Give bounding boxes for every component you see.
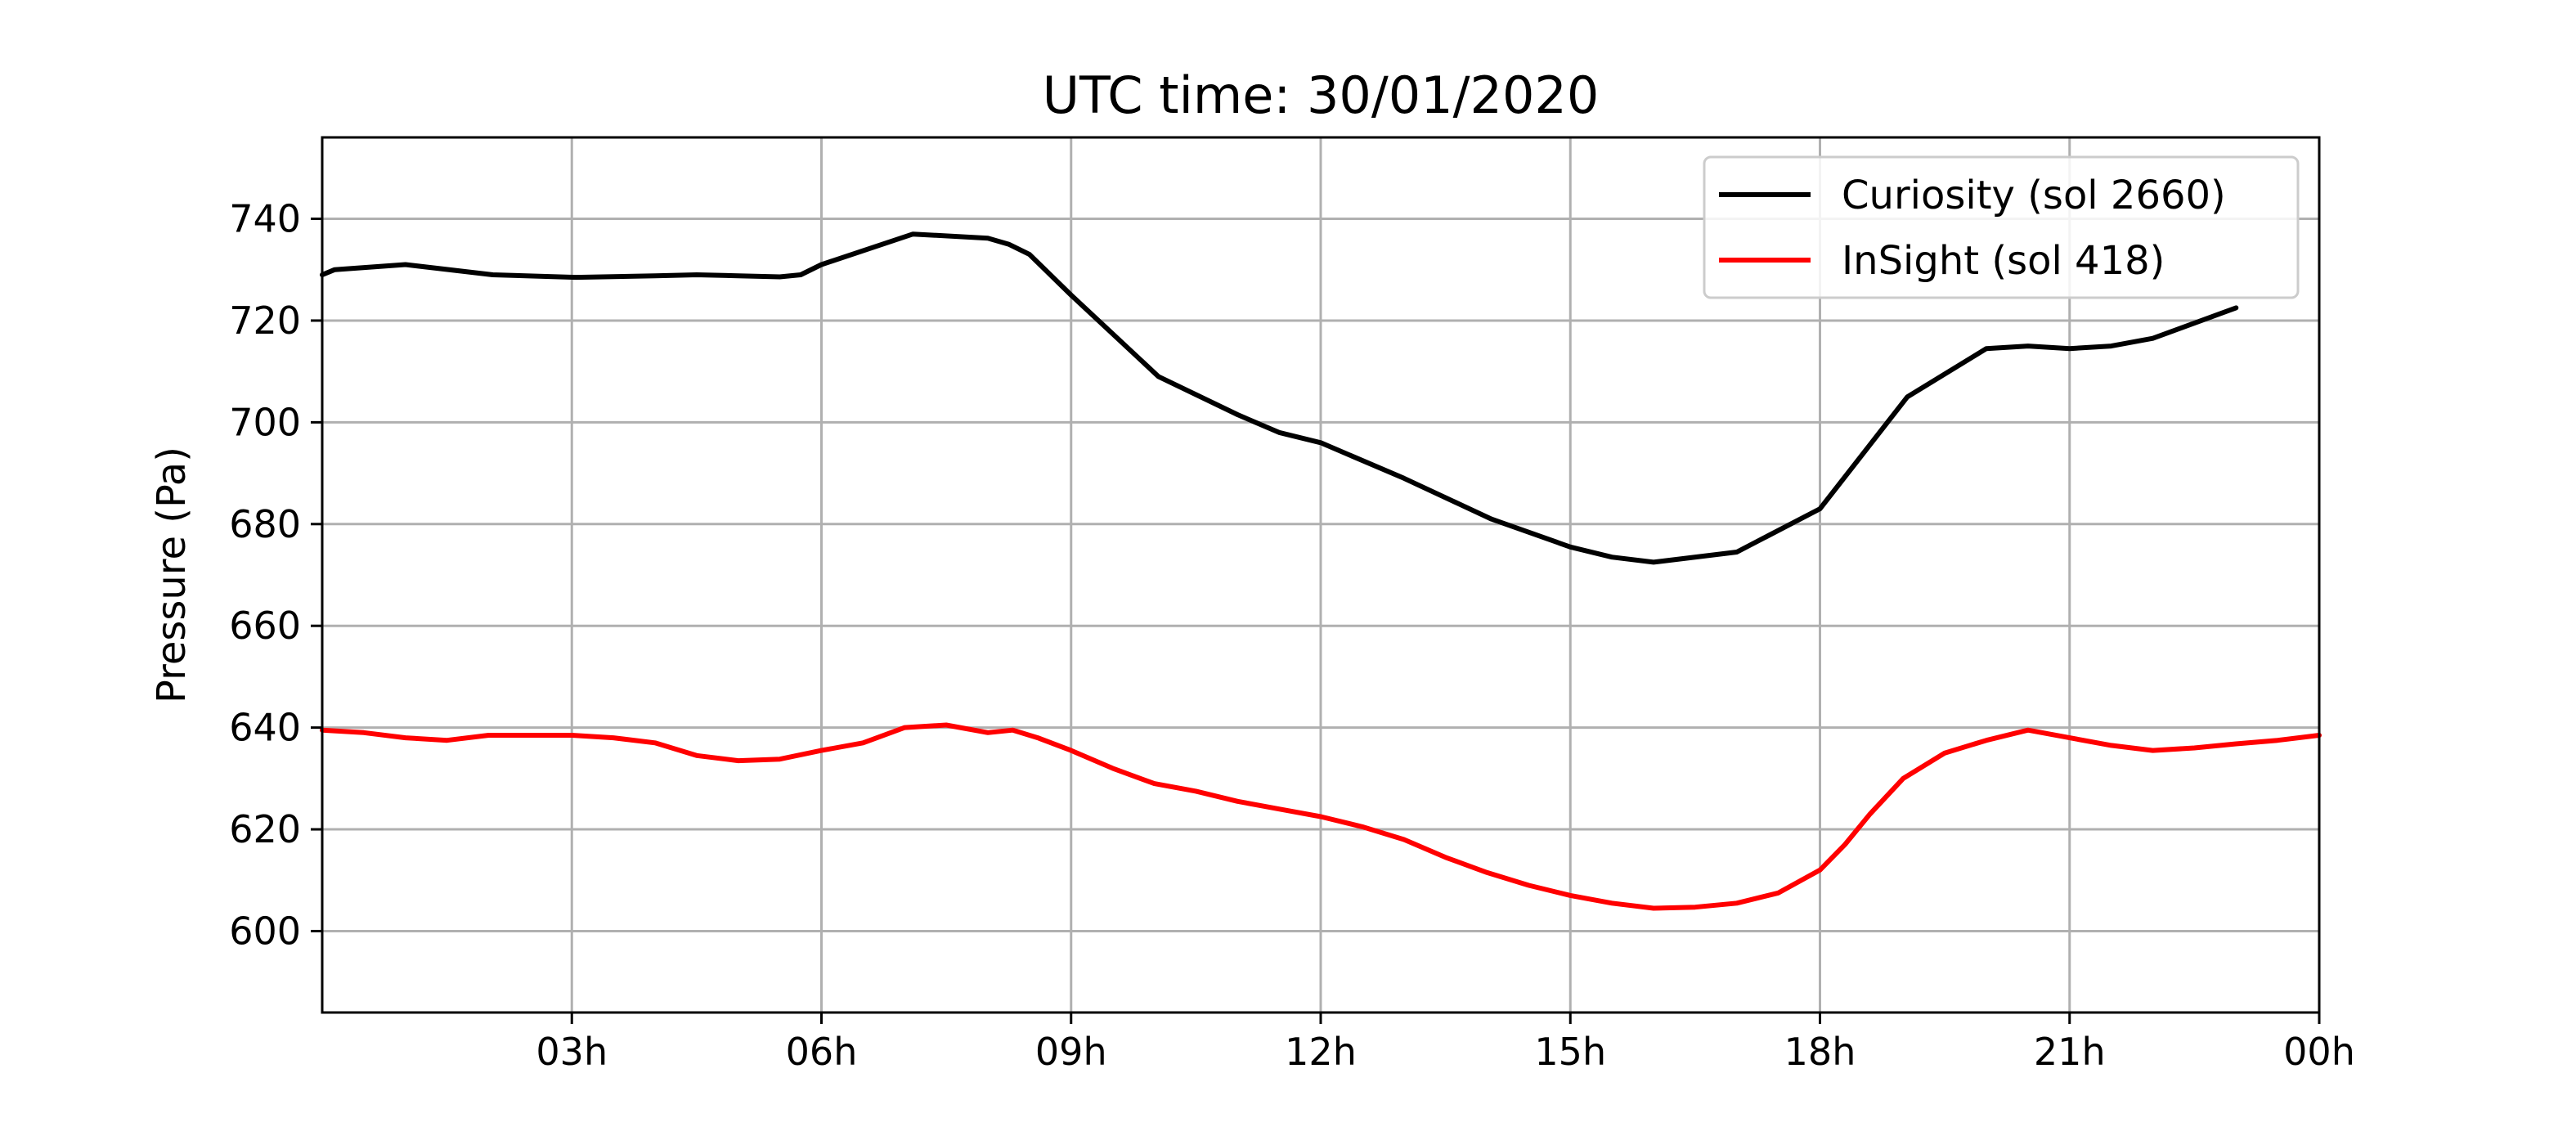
x-tick-label: 03h: [536, 1030, 608, 1074]
y-tick-label: 620: [229, 807, 301, 851]
y-axis-label: Pressure (Pa): [149, 447, 195, 703]
x-tick-label: 12h: [1285, 1030, 1357, 1074]
x-tick-label: 15h: [1534, 1030, 1606, 1074]
legend: Curiosity (sol 2660) InSight (sol 418): [1703, 155, 2300, 299]
y-tick-label: 600: [229, 909, 301, 953]
series-line-insight: [320, 722, 2322, 911]
axis-ticks: 03h 06h 09h 12h 15h 18h 21h 00h 600 620 640 660 680 7…: [229, 197, 2355, 1074]
series-line-curiosity: [320, 231, 2239, 565]
y-tick-label: 660: [229, 604, 301, 648]
legend-label: Curiosity (sol 2660): [1842, 173, 2226, 218]
y-tick-label: 680: [229, 502, 301, 546]
x-tick-label: 06h: [786, 1030, 858, 1074]
y-tick-label: 700: [229, 400, 301, 444]
x-tick-label: 09h: [1035, 1030, 1107, 1074]
x-tick-label: 00h: [2283, 1030, 2355, 1074]
chart-title: UTC time: 30/01/2020: [1043, 65, 1600, 125]
legend-label: InSight (sol 418): [1842, 238, 2165, 284]
x-tick-label: 21h: [2034, 1030, 2106, 1074]
series-lines: [320, 231, 2322, 911]
y-tick-label: 740: [229, 197, 301, 241]
legend-box: [1703, 155, 2300, 299]
y-tick-label: 720: [229, 299, 301, 343]
x-tick-label: 18h: [1784, 1030, 1856, 1074]
y-tick-label: 640: [229, 706, 301, 750]
